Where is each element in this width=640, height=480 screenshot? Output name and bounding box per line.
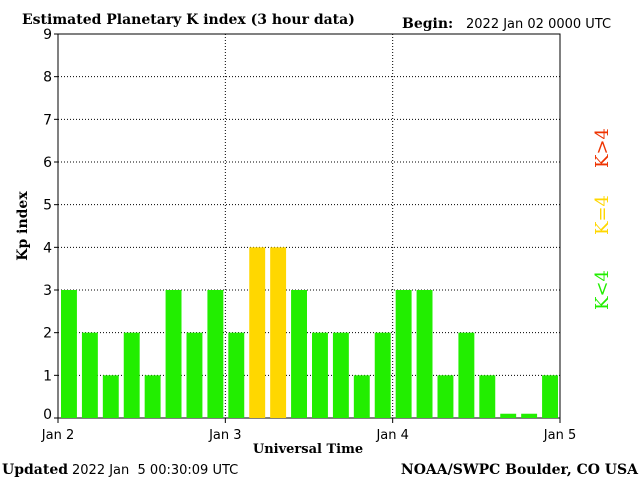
kp-bar	[102, 375, 119, 418]
kp-bar	[500, 413, 517, 418]
y-tick-label: 4	[43, 240, 52, 256]
kp-bar	[332, 332, 349, 418]
x-tick-label: Jan 2	[41, 428, 74, 443]
y-tick-labels: 0 1 2 3 4 5 6 7 8 9	[43, 27, 52, 423]
legend-low: K<4	[592, 270, 613, 310]
kp-bar	[353, 375, 370, 418]
x-axis-label: Universal Time	[253, 442, 363, 457]
kp-bar	[542, 375, 558, 418]
kp-bar	[458, 332, 475, 418]
kp-bar	[270, 247, 287, 418]
updated-label: Updated	[2, 462, 68, 478]
x-tick-label: Jan 5	[543, 428, 576, 443]
kp-bar	[521, 413, 538, 418]
kp-bar	[144, 375, 161, 418]
grid-lines	[54, 33, 561, 423]
y-tick-label: 2	[43, 326, 52, 342]
kp-bar	[312, 332, 328, 418]
kp-bar	[228, 332, 245, 418]
y-axis-label: Kp index	[15, 191, 31, 261]
kp-bar	[437, 375, 454, 418]
x-tick-label: Jan 3	[208, 428, 241, 443]
kp-bar	[249, 247, 266, 418]
kp-bar	[374, 332, 391, 418]
updated-value: 2022 Jan 5 00:30:09 UTC	[72, 463, 238, 478]
kp-bar	[479, 375, 496, 418]
y-tick-label: 5	[43, 198, 52, 214]
kp-bar	[395, 290, 412, 418]
kp-bar	[165, 290, 182, 418]
kp-bar	[81, 332, 98, 418]
kp-bar	[207, 290, 224, 418]
bars	[61, 247, 558, 418]
credit-text: NOAA/SWPC Boulder, CO USA	[401, 462, 639, 478]
plot-area	[57, 33, 561, 419]
kp-bar	[291, 290, 307, 418]
y-tick-label: 1	[43, 368, 52, 384]
kp-bar	[186, 332, 203, 418]
x-tick-labels: Jan 2 Jan 3 Jan 4 Jan 5	[41, 428, 576, 443]
y-tick-label: 0	[43, 407, 52, 423]
begin-label: Begin:	[402, 16, 453, 32]
kp-bar	[416, 290, 433, 418]
kp-bar	[61, 290, 77, 418]
x-tick-label: Jan 4	[375, 428, 408, 443]
legend-equal: K=4	[592, 195, 613, 235]
y-tick-label: 7	[43, 112, 52, 128]
y-tick-label: 8	[43, 70, 52, 86]
y-tick-label: 3	[43, 283, 52, 299]
begin-value: 2022 Jan 02 0000 UTC	[466, 17, 611, 32]
y-tick-label: 6	[43, 155, 52, 171]
chart-title: Estimated Planetary K index (3 hour data…	[22, 12, 355, 28]
y-tick-label: 9	[43, 27, 52, 43]
legend-high: K>4	[592, 128, 613, 168]
kp-bar	[123, 332, 140, 418]
